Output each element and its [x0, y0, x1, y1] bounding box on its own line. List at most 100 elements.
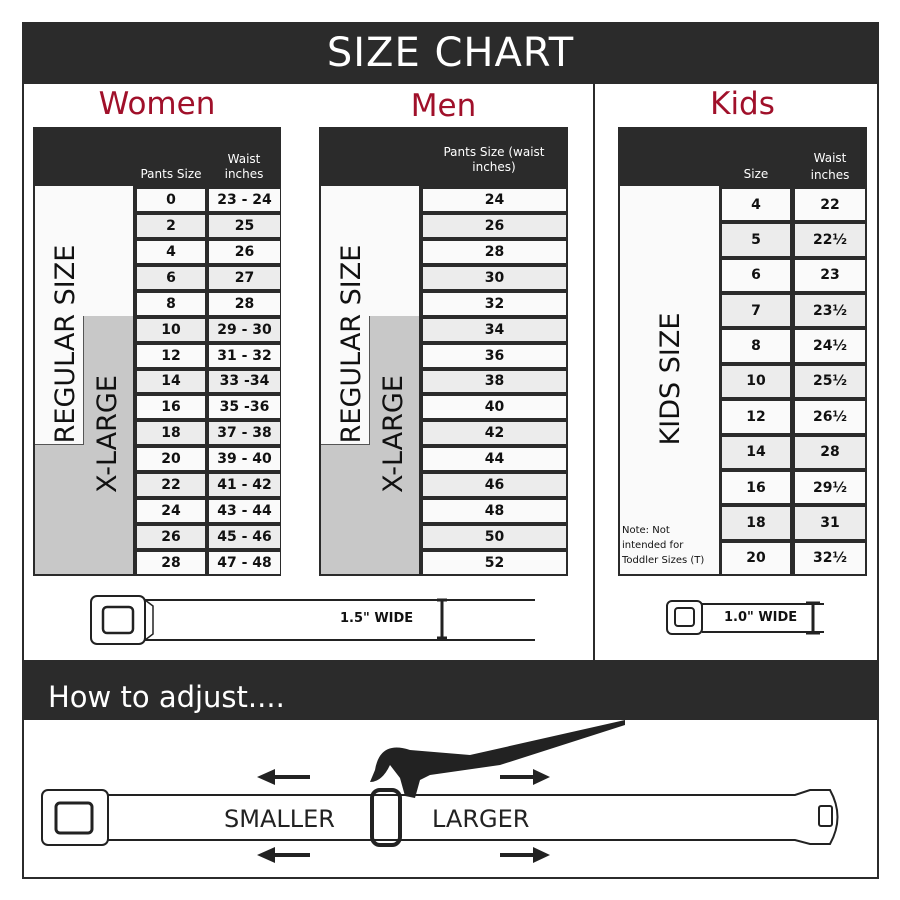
table-cell: 24	[422, 188, 567, 212]
table-cell: 16	[136, 395, 206, 420]
xlarge-label: X-LARGE	[378, 375, 409, 493]
col-header-size: Size	[743, 167, 769, 181]
table-cell: 28	[794, 435, 866, 469]
table-cell: 14	[721, 435, 791, 469]
table-cell: 10	[721, 364, 791, 399]
table-cell: 14	[136, 369, 206, 394]
table-cell: 32	[422, 291, 567, 316]
table-cell: 50	[422, 525, 567, 550]
regular-region	[35, 186, 133, 316]
larger-label: LARGER	[432, 805, 530, 833]
col-header-waist: Waist inches	[810, 151, 850, 182]
table-cell: 28	[422, 239, 567, 264]
table-cell: 4	[721, 188, 791, 222]
table-cell: 12	[136, 343, 206, 368]
table-cell: 46	[422, 473, 567, 498]
regular-region-step	[35, 316, 84, 445]
table-cell: 33 -34	[208, 369, 281, 394]
table-cell: 7	[721, 294, 791, 328]
table-header: Pants Size Waist inches	[35, 129, 279, 186]
table-cell: 20	[136, 447, 206, 472]
xlarge-label: X-LARGE	[92, 375, 123, 493]
table-cell: 36	[422, 343, 567, 368]
table-cell: 29 - 30	[208, 317, 281, 342]
table-cell: 10	[136, 317, 206, 342]
table-cell: 23 - 24	[208, 188, 281, 212]
table-cell: 6	[136, 265, 206, 290]
table-cell: 24	[136, 499, 206, 524]
table-cell: 30	[422, 265, 567, 290]
table-cell: 26½	[794, 400, 866, 434]
adult-belt-width: 1.5" WIDE	[340, 611, 414, 626]
men-size-table: Pants Size (waist inches) REGULAR SIZE X…	[319, 127, 568, 576]
table-cell: 22½	[794, 223, 866, 257]
table-cell: 31 - 32	[208, 343, 281, 368]
table-cell: 16	[721, 470, 791, 505]
kids-belt-illustration	[666, 600, 824, 635]
table-cell: 18	[721, 506, 791, 540]
table-cell: 45 - 46	[208, 525, 281, 550]
regular-size-label: REGULAR SIZE	[50, 244, 81, 444]
table-cell: 23	[794, 258, 866, 293]
table-cell: 39 - 40	[208, 447, 281, 472]
table-cell: 42	[422, 421, 567, 446]
table-cell: 26	[136, 525, 206, 550]
table-cell: 38	[422, 369, 567, 394]
table-cell: 52	[422, 551, 567, 575]
table-cell: 37 - 38	[208, 421, 281, 446]
men-heading: Men	[410, 88, 477, 124]
table-cell: 41 - 42	[208, 473, 281, 498]
table-cell: 8	[721, 329, 791, 363]
table-cell: 20	[721, 541, 791, 575]
table-cell: 25	[208, 213, 281, 238]
table-cell: 2	[136, 213, 206, 238]
table-cell: 28	[136, 551, 206, 575]
regular-region	[321, 186, 419, 316]
women-heading: Women	[98, 86, 216, 122]
table-cell: 22	[136, 473, 206, 498]
col-header-waist: Waist inches	[224, 152, 264, 181]
table-cell: 23½	[794, 294, 866, 328]
table-cell: 48	[422, 499, 567, 524]
table-cell: 43 - 44	[208, 499, 281, 524]
kids-heading: Kids	[710, 86, 775, 122]
page-title: SIZE CHART	[22, 22, 879, 84]
table-cell: 22	[794, 188, 866, 222]
table-cell: 44	[422, 447, 567, 472]
table-cell: 26	[208, 239, 281, 264]
table-header: Size Waist inches	[620, 129, 865, 186]
adjust-heading: How to adjust....	[22, 660, 879, 720]
table-cell: 31	[794, 506, 866, 540]
table-header: Pants Size (waist inches)	[321, 129, 566, 186]
table-cell: 24½	[794, 329, 866, 363]
table-cell: 28	[208, 291, 281, 316]
table-cell: 34	[422, 317, 567, 342]
kids-size-label: KIDS SIZE	[655, 312, 686, 446]
col-header-pants-size: Pants Size	[140, 167, 202, 181]
table-cell: 29½	[794, 470, 866, 505]
divider	[593, 84, 595, 660]
col-header-pants-size: Pants Size (waist inches)	[443, 145, 545, 174]
table-cell: 26	[422, 213, 567, 238]
table-cell: 4	[136, 239, 206, 264]
kids-size-table: Size Waist inches KIDS SIZE Note: Not in…	[618, 127, 867, 576]
regular-region-step	[321, 316, 370, 445]
table-cell: 47 - 48	[208, 551, 281, 575]
arrow-icons	[257, 769, 550, 863]
women-size-table: Pants Size Waist inches REGULAR SIZE X-L…	[33, 127, 281, 576]
table-cell: 40	[422, 395, 567, 420]
adult-belt-illustration	[90, 595, 535, 645]
table-cell: 8	[136, 291, 206, 316]
smaller-label: SMALLER	[224, 805, 335, 833]
regular-size-label: REGULAR SIZE	[336, 244, 367, 444]
kids-belt-width: 1.0" WIDE	[724, 610, 798, 625]
table-cell: 6	[721, 258, 791, 293]
table-cell: 5	[721, 223, 791, 257]
table-cell: 32½	[794, 541, 866, 575]
table-cell: 18	[136, 421, 206, 446]
kids-region	[620, 186, 719, 574]
table-cell: 0	[136, 188, 206, 212]
table-cell: 27	[208, 265, 281, 290]
table-cell: 12	[721, 400, 791, 434]
toddler-note: Note: Not intended for Toddler Sizes (T)	[622, 525, 705, 566]
